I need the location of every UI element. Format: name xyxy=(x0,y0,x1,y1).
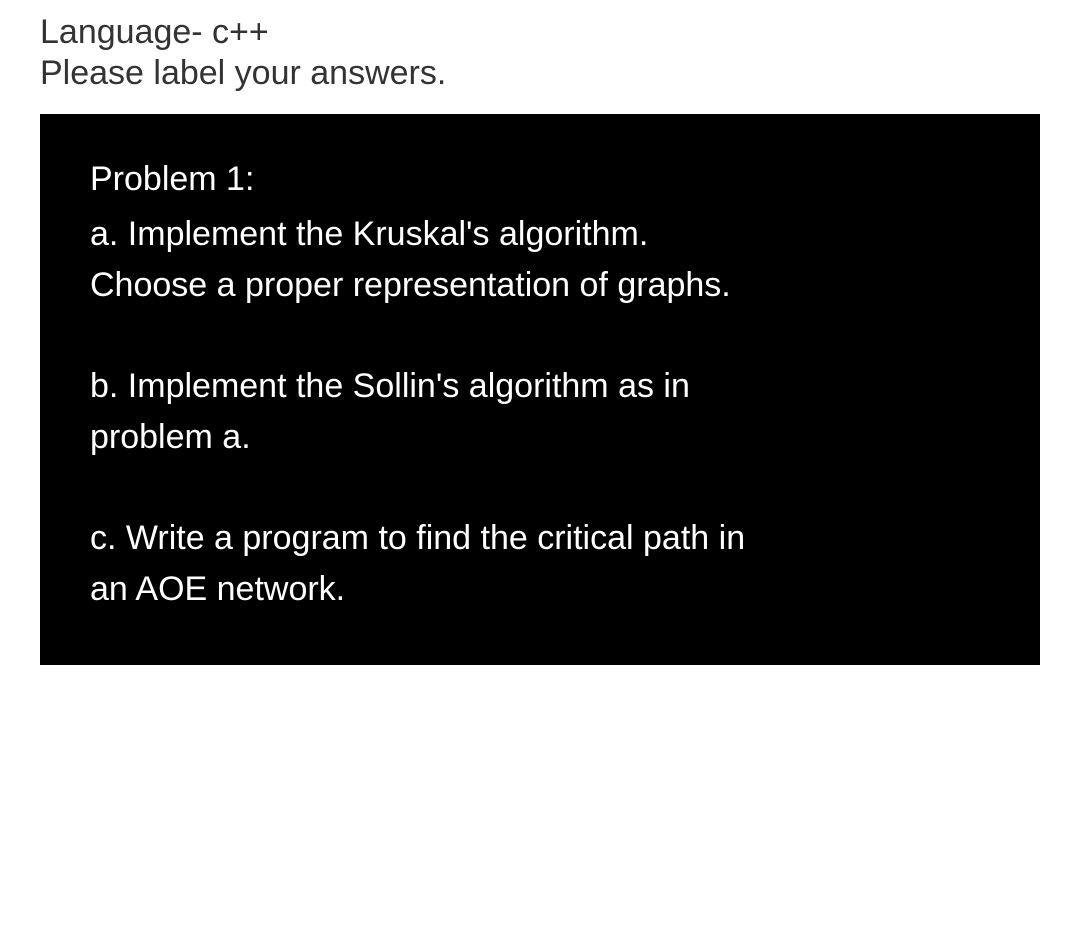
part-a-line1: a. Implement the Kruskal's algorithm. xyxy=(90,209,990,260)
part-a-line2: Choose a proper representation of graphs… xyxy=(90,260,990,311)
part-b-line2: problem a. xyxy=(90,412,990,463)
part-c-line2: an AOE network. xyxy=(90,564,990,615)
language-label: Language- c++ xyxy=(40,12,1040,53)
problem-part-c: c. Write a program to find the critical … xyxy=(90,513,990,615)
header-section: Language- c++ Please label your answers. xyxy=(0,0,1080,102)
instruction-label: Please label your answers. xyxy=(40,53,1040,94)
problem-part-b: b. Implement the Sollin's algorithm as i… xyxy=(90,361,990,463)
problem-title: Problem 1: xyxy=(90,154,990,205)
part-c-line1: c. Write a program to find the critical … xyxy=(90,513,990,564)
problem-box: Problem 1: a. Implement the Kruskal's al… xyxy=(40,114,1040,665)
part-b-line1: b. Implement the Sollin's algorithm as i… xyxy=(90,361,990,412)
problem-part-a: a. Implement the Kruskal's algorithm. Ch… xyxy=(90,209,990,311)
